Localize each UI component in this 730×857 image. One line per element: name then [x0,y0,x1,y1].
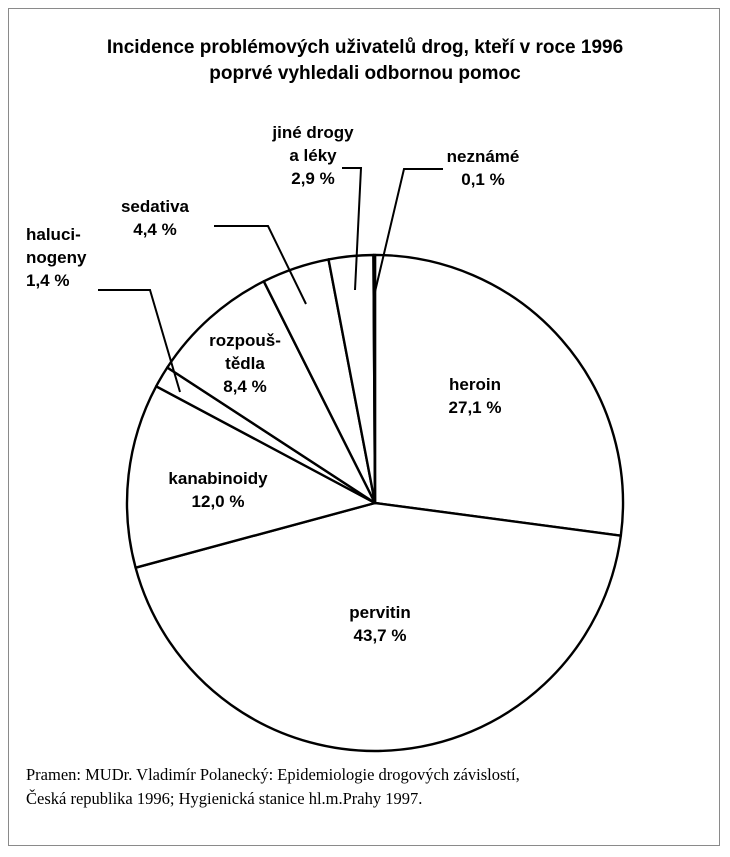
leader-line-sedativa [214,225,307,305]
pie-slice-pervitin [134,501,623,753]
slice-label-neznámé: neznámé 0,1 % [447,147,520,189]
slice-value-text: 1,4 % [26,271,69,290]
slice-label-halucinogeny: haluci-nogeny 1,4 % [26,225,87,290]
slice-name-text: tědla [225,354,265,373]
slice-name-text: nogeny [26,248,87,267]
slice-label-heroin: heroin 27,1 % [449,375,502,417]
slice-value-text: 0,1 % [461,170,504,189]
slice-label-sedativa: sedativa 4,4 % [121,197,190,239]
chart-title-line-1: Incidence problémových uživatelů drog, k… [106,37,624,58]
slice-label-rozpouštědla: rozpouš-tědla 8,4 % [209,331,281,396]
slice-name-text: sedativa [121,197,190,216]
pie-slice-rozpouštědla [166,280,377,505]
pie-slice-heroin [373,253,625,537]
slice-name-text: pervitin [349,603,410,622]
pie-slice-kanabinoidy [125,385,377,569]
slice-name-text: rozpouš- [209,331,281,350]
slice-name-text: heroin [449,375,501,394]
slice-value-text: 43,7 % [354,626,407,645]
slice-label-jiné-drogy-a-léky: jiné drogy a léky 2,9 % [271,123,354,188]
slice-name-text: neznámé [447,147,520,166]
pie-slice-neznámé [372,253,377,505]
slice-name-text: haluci- [26,225,81,244]
leader-line-neznámé [373,168,443,297]
source-note-line-2: Česká republika 1996; Hygienická stanice… [26,789,423,808]
slice-value-text: 27,1 % [449,398,502,417]
leader-line-halucinogeny [98,289,181,393]
slice-label-pervitin: pervitin 43,7 % [349,603,410,645]
slice-label-kanabinoidy: kanabinoidy 12,0 % [168,469,268,511]
slice-name-text: a léky [289,146,337,165]
chart-title-line-2: poprvé vyhledali odbornou pomoc [209,63,521,84]
slice-value-text: 2,9 % [291,169,334,188]
leader-line-jiné-drogy-a-léky [342,167,363,291]
slice-value-text: 4,4 % [133,220,176,239]
source-note-line-1: Pramen: MUDr. Vladimír Polanecký: Epidem… [26,765,520,784]
slice-value-text: 12,0 % [192,492,245,511]
slice-name-text: kanabinoidy [168,469,268,488]
slice-name-text: jiné drogy [271,123,354,142]
slice-value-text: 8,4 % [223,377,266,396]
